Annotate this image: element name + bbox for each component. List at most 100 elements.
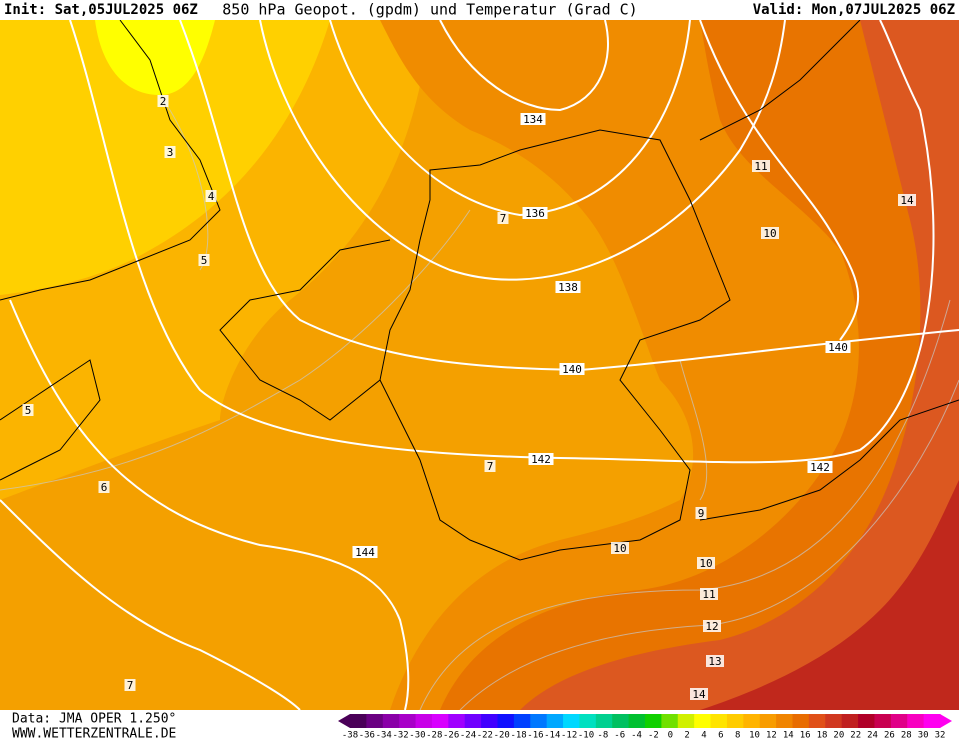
colorbar-box — [661, 714, 679, 728]
valid-time: Valid: Mon,07JUL2025 06Z — [753, 2, 955, 18]
contour-label: 7 — [487, 460, 494, 473]
colorbar-label: 22 — [850, 731, 861, 741]
colorbar-label: 20 — [833, 731, 844, 741]
colorbar-box — [874, 714, 892, 728]
contour-label: 134 — [523, 113, 543, 126]
label-box — [898, 194, 916, 206]
contour-label: 11 — [754, 160, 767, 173]
geopotential-contour — [179, 19, 959, 372]
geopotential-contour — [69, 19, 935, 464]
colorbar-arrow — [940, 714, 952, 728]
geopotential-contour — [9, 299, 410, 711]
colorbar: -38 -36 -34 -32 -30 -28 -26 -24 -22 -20 -18 -16 -14-… — [338, 714, 952, 741]
data-source: Data: JMA OPER 1.250° — [12, 712, 176, 727]
colorbar-box — [825, 714, 843, 728]
colorbar-label: 14 — [783, 731, 794, 741]
contour-label: 7 — [500, 212, 507, 225]
colorbar-label: 10 — [749, 731, 760, 741]
label-box — [497, 212, 509, 224]
contour-label: 140 — [562, 363, 582, 376]
colorbar-box — [350, 714, 367, 728]
map: 134 136 138 140 140 142 142 144 2 3 4 5 5 6 7 7 7 9 10 10 10… — [0, 19, 959, 711]
label-box — [752, 160, 770, 172]
colorbar-box — [579, 714, 597, 728]
colorbar-box — [399, 714, 417, 728]
colorbar-label: 28 — [901, 731, 912, 741]
colorbar-box — [497, 714, 515, 728]
colorbar-box — [645, 714, 662, 728]
isotherm — [679, 359, 708, 501]
label-box — [690, 688, 708, 700]
label-box — [157, 95, 169, 107]
colorbar-box — [759, 714, 777, 728]
contour-label: 2 — [160, 95, 167, 108]
colorbar-label: 16 — [800, 731, 811, 741]
contour-label: 136 — [525, 207, 545, 220]
contour-label: 10 — [613, 542, 626, 555]
label-box — [198, 254, 210, 266]
colorbar-box — [776, 714, 793, 728]
colorbar-label: -32 — [392, 731, 408, 741]
label-box — [164, 146, 176, 158]
label-box — [807, 461, 833, 473]
field-red — [700, 480, 959, 710]
label-box — [522, 207, 548, 219]
country-border — [699, 399, 959, 521]
colorbar-box — [858, 714, 875, 728]
colorbar-box — [890, 714, 908, 728]
contour-label: 142 — [531, 453, 551, 466]
colorbar-box — [530, 714, 548, 728]
contour-label: 14 — [900, 194, 914, 207]
label-box — [98, 481, 110, 493]
geopotential-contour — [329, 19, 691, 217]
contour-label: 140 — [828, 341, 848, 354]
colorbar-box — [481, 714, 498, 728]
colorbar-box — [612, 714, 630, 728]
contour-labels: 134 136 138 140 140 142 142 144 2 3 4 5 5 6 7 7 7 9 10 10 10… — [22, 95, 916, 701]
colorbar-box — [448, 714, 466, 728]
label-box — [124, 679, 136, 691]
colorbar-label: -24 — [460, 731, 476, 741]
colorbar-box — [710, 714, 728, 728]
colorbar-box — [366, 714, 384, 728]
colorbar-label: -30 — [409, 731, 425, 741]
colorbar-label: 30 — [918, 731, 929, 741]
colorbar-label: -20 — [494, 731, 510, 741]
contour-label: 10 — [763, 227, 776, 240]
colorbar-box — [841, 714, 859, 728]
colorbar-box — [792, 714, 810, 728]
colorbar-box — [595, 714, 613, 728]
label-box — [484, 460, 496, 472]
colorbar-box — [694, 714, 712, 728]
colorbar-box — [743, 714, 761, 728]
title: 850 hPa Geopot. (gpdm) und Temperatur (G… — [222, 1, 637, 19]
colorbar-label: 0 — [668, 731, 673, 741]
contour-label: 4 — [208, 190, 215, 203]
label-box — [703, 620, 721, 632]
contour-label: 13 — [708, 655, 721, 668]
contour-label: 7 — [127, 679, 134, 692]
colorbar-label: 2 — [684, 731, 689, 741]
contour-label: 3 — [167, 146, 174, 159]
label-box — [706, 655, 724, 667]
country-border — [379, 129, 731, 561]
contour-label: 14 — [692, 688, 706, 701]
label-box — [761, 227, 779, 239]
field-bright — [95, 20, 215, 95]
colorbar-box — [628, 714, 646, 728]
label-box — [352, 546, 378, 558]
label-box — [555, 281, 581, 293]
header-bar — [0, 0, 959, 20]
contour-label: 6 — [101, 481, 108, 494]
colorbar-label: -22 — [477, 731, 493, 741]
colorbar-label: 32 — [935, 731, 946, 741]
label-box — [559, 363, 585, 375]
label-box — [205, 190, 217, 202]
contour-label: 144 — [355, 546, 375, 559]
colorbar-box — [382, 714, 400, 728]
colorbar-label: -36 — [359, 731, 375, 741]
label-box — [700, 588, 718, 600]
website: WWW.WETTERZENTRALE.DE — [12, 727, 176, 741]
colorbar-label: 18 — [817, 731, 828, 741]
